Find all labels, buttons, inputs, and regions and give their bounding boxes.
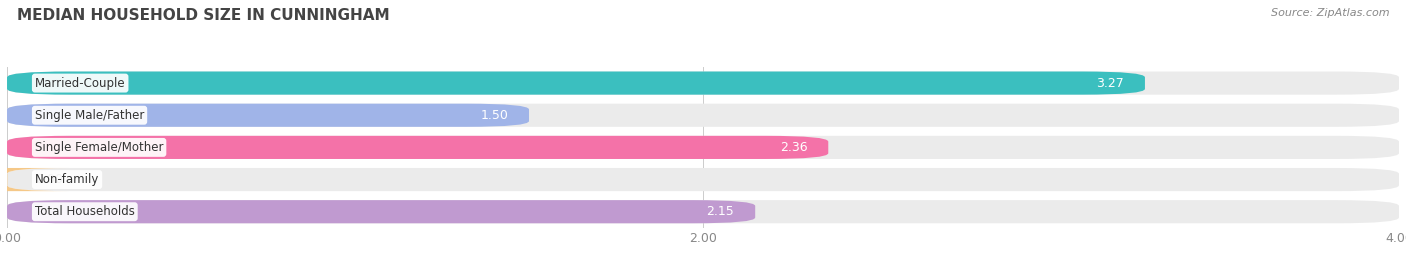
FancyBboxPatch shape — [7, 136, 828, 159]
FancyBboxPatch shape — [7, 200, 755, 223]
FancyBboxPatch shape — [7, 136, 1399, 159]
Text: Total Households: Total Households — [35, 205, 135, 218]
Text: Source: ZipAtlas.com: Source: ZipAtlas.com — [1271, 8, 1389, 18]
Text: 3.27: 3.27 — [1097, 77, 1123, 90]
Text: 0.00: 0.00 — [35, 173, 63, 186]
Text: MEDIAN HOUSEHOLD SIZE IN CUNNINGHAM: MEDIAN HOUSEHOLD SIZE IN CUNNINGHAM — [17, 8, 389, 23]
Text: 2.15: 2.15 — [707, 205, 734, 218]
Text: Single Female/Mother: Single Female/Mother — [35, 141, 163, 154]
FancyBboxPatch shape — [7, 72, 1144, 95]
Text: Single Male/Father: Single Male/Father — [35, 109, 145, 122]
FancyBboxPatch shape — [7, 72, 1399, 95]
FancyBboxPatch shape — [0, 168, 70, 191]
FancyBboxPatch shape — [7, 104, 529, 127]
FancyBboxPatch shape — [7, 104, 1399, 127]
Text: 2.36: 2.36 — [780, 141, 807, 154]
FancyBboxPatch shape — [7, 200, 1399, 223]
Text: Non-family: Non-family — [35, 173, 100, 186]
Text: 1.50: 1.50 — [481, 109, 508, 122]
Text: Married-Couple: Married-Couple — [35, 77, 125, 90]
FancyBboxPatch shape — [7, 168, 1399, 191]
